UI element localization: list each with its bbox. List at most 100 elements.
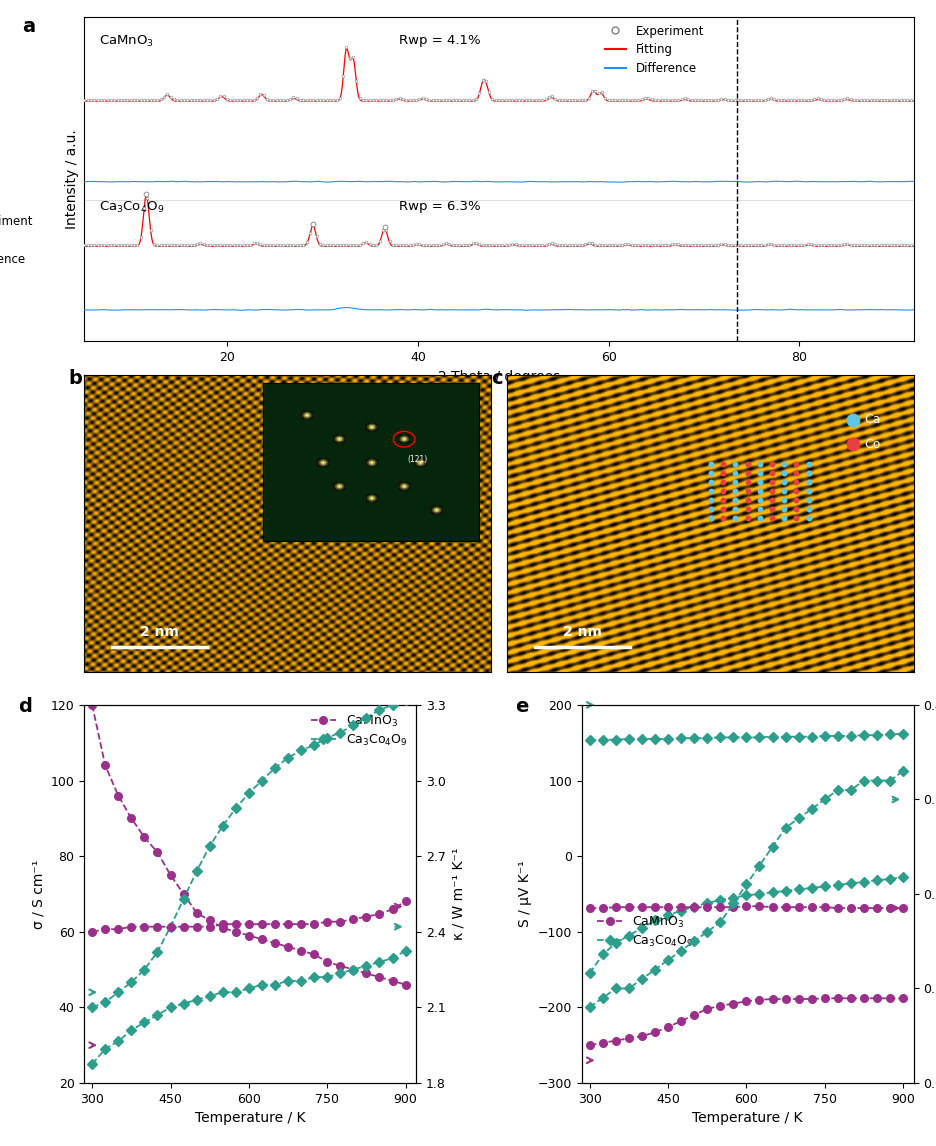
Point (849, 91, 864, 109)
CaMnO$_3$ (321, 955, 332, 968)
Point (601, 236, 616, 254)
Point (240, 236, 255, 254)
Point (266, 236, 281, 254)
Point (764, 455, 779, 473)
Ca$_3$Co$_4$O$_9$ (125, 1023, 137, 1037)
Point (339, 236, 354, 254)
Point (733, 91, 748, 109)
Point (395, 89, 410, 108)
Ca$_3$Co$_4$O$_9$ (165, 1000, 176, 1014)
Point (752, 490, 767, 509)
Point (428, 236, 443, 254)
Point (799, 91, 814, 109)
Point (541, 235, 556, 253)
Point (571, 236, 586, 254)
Point (110, 91, 124, 109)
Point (557, 236, 572, 254)
Point (232, 91, 247, 109)
Point (677, 236, 692, 254)
Point (763, 235, 778, 253)
Point (130, 236, 145, 254)
Point (788, 490, 803, 509)
X-axis label: Temperature / K: Temperature / K (692, 1112, 802, 1125)
Point (819, 91, 834, 109)
Point (442, 235, 457, 253)
Point (557, 91, 572, 109)
Point (107, 236, 122, 254)
Point (806, 236, 821, 254)
Point (793, 91, 808, 109)
Point (709, 91, 724, 109)
Y-axis label: Intensity / a.u.: Intensity / a.u. (65, 129, 79, 229)
Point (289, 236, 304, 254)
Point (634, 91, 649, 109)
Point (647, 91, 662, 109)
Point (607, 236, 622, 254)
Point (77, 236, 92, 254)
X-axis label: 2 Theta / degrees: 2 Theta / degrees (437, 369, 560, 384)
Point (511, 91, 526, 109)
Point (746, 236, 761, 254)
Point (724, 236, 739, 254)
Point (305, 215, 320, 234)
Ca$_3$Co$_4$O$_9$ (86, 1058, 97, 1072)
Point (564, 91, 579, 109)
Ca$_3$Co$_4$O$_9$ (688, 731, 699, 745)
Point (451, 91, 466, 109)
Point (259, 89, 274, 108)
Point (285, 236, 300, 254)
CaMnO$_3$ (897, 991, 908, 1005)
Point (651, 91, 665, 109)
Point (584, 234, 599, 252)
Point (730, 91, 745, 109)
Point (696, 91, 711, 109)
Point (879, 236, 894, 254)
Ca$_3$Co$_4$O$_9$ (360, 959, 372, 973)
Point (727, 490, 742, 509)
Point (445, 91, 460, 109)
Point (339, 38, 354, 56)
Point (355, 234, 370, 252)
Point (727, 455, 742, 473)
Point (703, 473, 718, 492)
Point (524, 91, 539, 109)
Point (223, 91, 238, 109)
Point (737, 236, 752, 254)
CaMnO$_3$ (818, 991, 829, 1005)
Point (776, 500, 791, 518)
Point (574, 236, 589, 254)
Point (226, 236, 241, 254)
CaMnO$_3$ (86, 698, 97, 712)
Point (610, 236, 625, 254)
Point (107, 91, 122, 109)
Point (782, 91, 797, 109)
Point (362, 235, 377, 253)
Point (727, 464, 742, 482)
Point (776, 473, 791, 492)
Point (739, 455, 754, 473)
Point (614, 91, 629, 109)
Point (139, 91, 154, 109)
Point (845, 435, 860, 454)
Ca$_3$Co$_4$O$_9$ (347, 963, 358, 976)
Point (853, 91, 868, 109)
CaMnO$_3$ (191, 906, 202, 920)
Point (715, 464, 730, 482)
Point (398, 236, 413, 254)
Point (521, 236, 536, 254)
Point (150, 91, 165, 109)
Point (752, 455, 767, 473)
Ca$_3$Co$_4$O$_9$ (112, 1035, 124, 1049)
Point (372, 91, 387, 109)
Point (309, 227, 324, 245)
Point (651, 236, 665, 254)
Point (322, 236, 337, 254)
Point (143, 220, 158, 238)
Point (169, 91, 184, 109)
Point (604, 236, 619, 254)
Point (776, 490, 791, 509)
Point (621, 91, 636, 109)
Point (96, 236, 111, 254)
Point (859, 91, 874, 109)
Point (83, 91, 98, 109)
